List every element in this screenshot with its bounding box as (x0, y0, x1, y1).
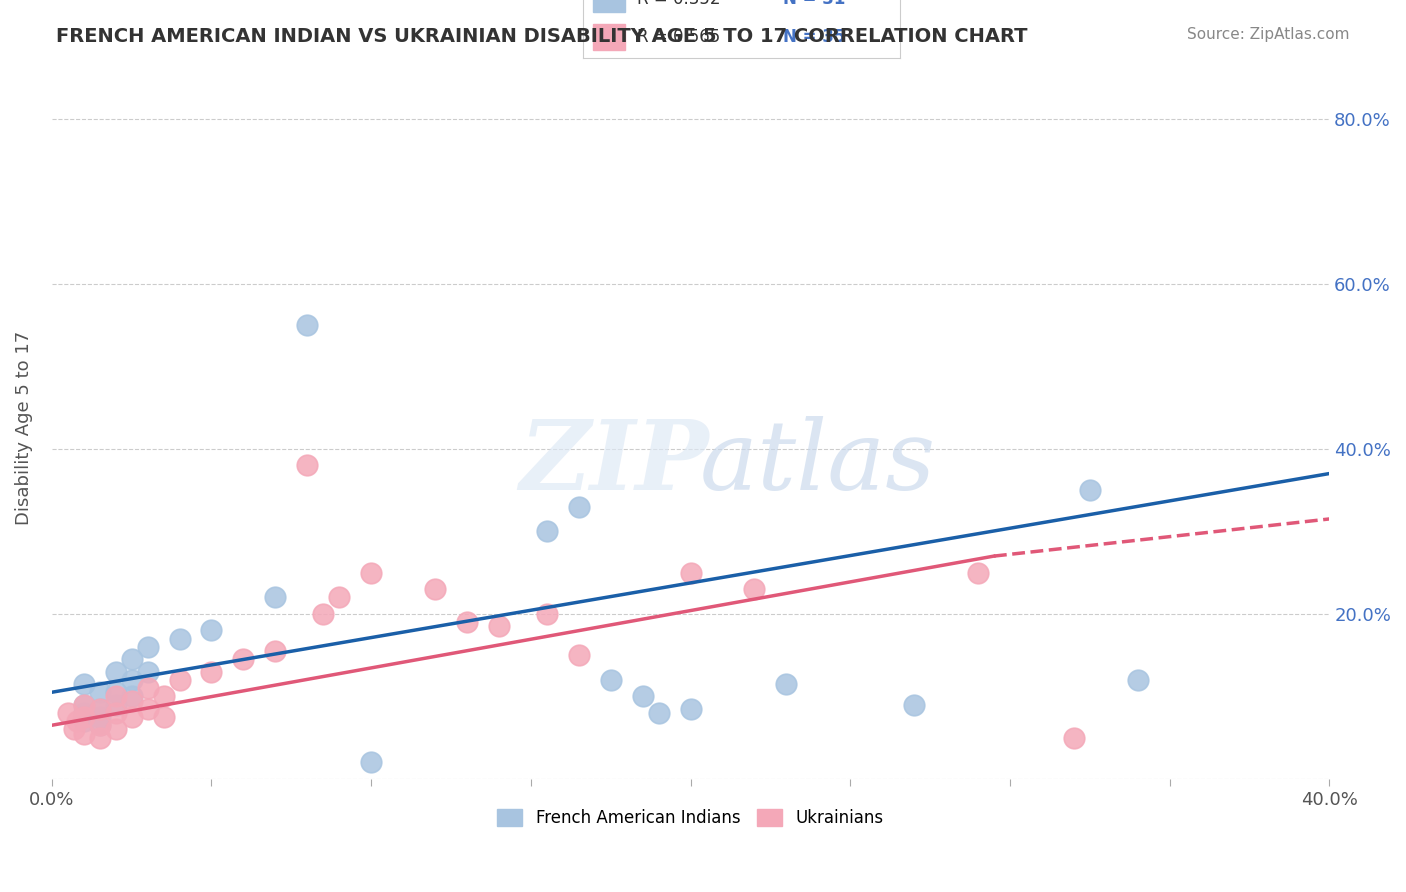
Point (1063, 731, 1085, 745)
Text: N = 35: N = 35 (783, 28, 845, 45)
Point (89, 718, 111, 732)
Text: FRENCH AMERICAN INDIAN VS UKRAINIAN DISABILITY AGE 5 TO 17 CORRELATION CHART: FRENCH AMERICAN INDIAN VS UKRAINIAN DISA… (56, 27, 1028, 45)
Point (73, 698, 96, 712)
Point (967, 566, 990, 580)
Point (647, 706, 669, 720)
Point (1078, 483, 1101, 497)
Point (568, 500, 591, 514)
Point (200, 665, 222, 679)
Point (488, 619, 510, 633)
Point (121, 673, 143, 687)
Point (136, 681, 159, 695)
Point (104, 690, 127, 704)
Point (297, 318, 319, 332)
Point (328, 591, 350, 605)
Point (89, 685, 111, 699)
Point (73, 710, 96, 724)
Point (89, 731, 111, 745)
Point (423, 582, 446, 596)
Point (66, 714, 89, 728)
Point (312, 607, 335, 621)
Point (73, 698, 96, 712)
Point (568, 648, 591, 662)
Point (89, 702, 111, 716)
Point (136, 702, 159, 716)
Point (264, 644, 287, 658)
Point (104, 706, 127, 720)
Point (104, 665, 127, 679)
Point (73, 726, 96, 740)
Y-axis label: Disability Age 5 to 17: Disability Age 5 to 17 (15, 331, 32, 525)
Point (73, 706, 96, 720)
Text: atlas: atlas (700, 417, 936, 510)
Point (599, 673, 621, 687)
Point (121, 693, 143, 707)
Text: R = 0.565: R = 0.565 (637, 28, 720, 45)
Point (104, 685, 127, 699)
Point (89, 702, 111, 716)
Text: R = 0.352: R = 0.352 (637, 0, 721, 8)
Point (744, 582, 766, 596)
Text: Source: ZipAtlas.com: Source: ZipAtlas.com (1187, 27, 1350, 42)
Point (200, 624, 222, 638)
Point (56, 706, 79, 720)
Point (169, 673, 191, 687)
Point (89, 710, 111, 724)
Legend: French American Indians, Ukrainians: French American Indians, Ukrainians (491, 802, 890, 834)
Point (121, 652, 143, 666)
Point (73, 714, 96, 728)
Point (89, 718, 111, 732)
Point (136, 640, 159, 654)
Point (152, 710, 174, 724)
Point (121, 710, 143, 724)
Point (297, 458, 319, 473)
Text: N = 31: N = 31 (783, 0, 845, 8)
Point (775, 677, 797, 691)
FancyBboxPatch shape (593, 23, 624, 50)
Point (536, 607, 558, 621)
Point (679, 702, 702, 716)
Point (169, 632, 191, 646)
Point (121, 690, 143, 704)
Point (104, 723, 127, 737)
Point (104, 698, 127, 712)
Point (1126, 673, 1149, 687)
Point (264, 591, 287, 605)
FancyBboxPatch shape (593, 0, 624, 12)
Point (152, 690, 174, 704)
Point (456, 615, 478, 629)
Point (679, 566, 702, 580)
Point (360, 756, 382, 770)
Point (360, 566, 382, 580)
Text: ZIP: ZIP (519, 417, 709, 510)
Point (232, 652, 254, 666)
Point (536, 524, 558, 539)
Point (63, 723, 86, 737)
Point (73, 677, 96, 691)
Point (903, 698, 925, 712)
Point (136, 665, 159, 679)
Point (631, 690, 654, 704)
